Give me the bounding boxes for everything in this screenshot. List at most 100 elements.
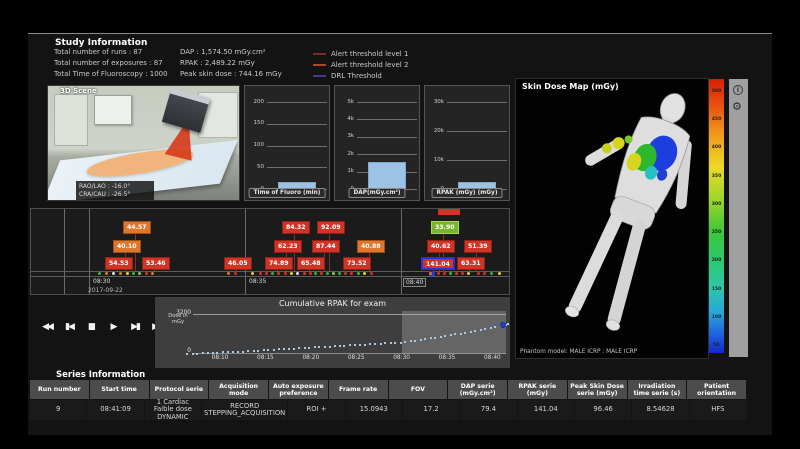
clipped-marker: [438, 209, 460, 215]
table-cell: 96.46: [574, 400, 632, 420]
run-dose-marker[interactable]: 65.48: [297, 257, 325, 270]
chart-topline: [193, 314, 506, 315]
event-dot: [284, 271, 287, 275]
run-dose-marker[interactable]: 73.52: [343, 257, 371, 270]
cumulative-x-tick: 08:30: [393, 355, 410, 361]
run-dose-marker[interactable]: 92.09: [317, 221, 345, 234]
axis-tick-label: 20k: [433, 127, 444, 134]
run-dose-marker[interactable]: 40.88: [357, 240, 385, 253]
step-back-button[interactable]: ▮◀: [60, 317, 78, 337]
skin-dose-map-title: Skin Dose Map (mGy): [522, 82, 619, 91]
event-dot: [265, 271, 268, 275]
cumulative-point: [303, 347, 306, 350]
gridline: [267, 145, 327, 147]
event-dot: [151, 271, 154, 275]
column-header: FOV: [388, 380, 448, 399]
cumulative-point: [241, 350, 244, 353]
step-forward-button[interactable]: ▶▮: [126, 317, 144, 337]
cumulative-x-tick: 08:15: [257, 355, 274, 361]
axis-tick-label: 2k: [347, 150, 354, 157]
run-dose-marker[interactable]: 141.04: [421, 257, 455, 270]
table-row[interactable]: 9 08:41:09 1 Cardiac Faible dose DYNAMIC RE…: [30, 398, 747, 421]
colorbar-tick: 100: [711, 314, 722, 320]
current-position-marker[interactable]: [499, 322, 506, 329]
cumulative-point: [464, 331, 467, 334]
pause-button[interactable]: ▮▮: [82, 317, 100, 337]
cumulative-point: [454, 333, 457, 336]
cumulative-point: [459, 332, 462, 335]
run-dose-marker[interactable]: 74.89: [265, 257, 293, 270]
chart-axis-label: RPAK (mGy) (mGy): [431, 188, 503, 198]
cumulative-point: [354, 344, 357, 347]
run-dose-marker[interactable]: 40.62: [427, 240, 455, 253]
run-dose-marker[interactable]: 87.44: [312, 240, 340, 253]
run-dose-marker[interactable]: 63.31: [457, 257, 485, 270]
cumulative-point: [484, 328, 487, 331]
gear-icon[interactable]: ⚙: [732, 100, 742, 113]
3d-scene-panel[interactable]: 3D Scene RAO/LAO : -16.0° CRA/CAU : -26.…: [47, 85, 240, 201]
rewind-button[interactable]: ◀◀: [38, 317, 56, 337]
info-icon[interactable]: i: [733, 85, 743, 95]
column-header: Acquisition mode: [209, 380, 268, 399]
column-header: Auto exposure preference: [269, 380, 328, 399]
event-dot: [105, 271, 108, 275]
mini-chart-2: 5k4k3k2k1k0DAP(mGy.cm²): [334, 85, 420, 201]
study-stat: Total Time of Fluoroscopy : 1000: [54, 70, 168, 78]
cumulative-point: [196, 352, 199, 355]
gridline: [267, 123, 327, 125]
legend-label: Alert threshold level 2: [331, 61, 409, 69]
event-dot: [455, 271, 458, 275]
run-dose-marker[interactable]: 54.53: [105, 257, 133, 270]
cumulative-point: [358, 343, 361, 346]
run-dose-marker[interactable]: 46.05: [224, 257, 252, 270]
colorbar-tick: 500: [711, 89, 722, 94]
event-dot: [271, 271, 274, 275]
gridline: [357, 119, 417, 121]
playback-controls: ◀◀▮◀▮▮▶▶▮▶▶: [38, 317, 166, 337]
cumulative-point: [394, 341, 397, 344]
event-dot: [132, 271, 135, 275]
event-dot: [461, 271, 464, 275]
column-header: Protocol serie: [149, 380, 209, 399]
run-dose-marker[interactable]: 62.23: [274, 240, 302, 253]
run-dose-marker[interactable]: 44.57: [123, 221, 151, 234]
event-dot: [320, 271, 323, 275]
cumulative-point: [333, 345, 336, 348]
event-dot: [437, 271, 440, 275]
run-dose-marker[interactable]: 33.90: [431, 221, 459, 234]
skin-dose-map-panel[interactable]: Skin Dose Map (mGy): [515, 78, 709, 359]
study-stat: DAP : 1,574.50 mGy.cm²: [180, 48, 266, 56]
cumulative-rpak-chart[interactable]: Cumulative RPAK for exam Dose in mGy 3200 0…: [155, 297, 510, 368]
colorbar-tick: 300: [711, 201, 722, 207]
run-dose-marker[interactable]: 51.39: [464, 240, 492, 253]
run-dose-marker[interactable]: 84.32: [282, 221, 310, 234]
series-info-table: Run number Start time Protocol serie Acquis…: [30, 380, 747, 421]
y-tick-max: 3200: [176, 310, 191, 316]
cumulative-point: [343, 344, 346, 347]
cumulative-point: [474, 330, 477, 333]
cumulative-point: [278, 348, 281, 351]
marker-stem: [117, 270, 118, 271]
run-timeline[interactable]: 08:30 08:35 08:40 2017-09-22 44.57 40.10 54.53…: [30, 208, 510, 295]
colorbar-tick: 50: [713, 343, 720, 348]
run-dose-marker[interactable]: 40.10: [113, 240, 141, 253]
legend-color-dash: [313, 75, 326, 77]
play-button[interactable]: ▶: [104, 317, 122, 337]
cumulative-point: [469, 330, 472, 333]
event-dot: [112, 271, 115, 275]
cumulative-point: [419, 338, 422, 341]
event-dot: [309, 271, 312, 275]
dose-colorbar: 500 450 400 350 300 250 200 150 100 50: [709, 79, 724, 353]
gridline: [357, 136, 417, 138]
threshold-legend: Alert threshold level 1 Alert threshold l…: [313, 50, 408, 80]
3d-scene-title: 3D Scene: [60, 87, 97, 95]
run-dose-marker[interactable]: 53.46: [142, 257, 170, 270]
table-header-row: Run number Start time Protocol serie Acquis…: [30, 380, 747, 399]
cumulative-x-tick: 08:40: [484, 355, 501, 361]
event-dot: [449, 271, 452, 275]
cumulative-point: [368, 343, 371, 346]
chart-axis-label: Time of Fluoro (min): [248, 188, 326, 198]
cumulative-point: [479, 329, 482, 332]
timeline-time-label: 08:30: [93, 278, 111, 285]
cumulative-point: [424, 338, 427, 341]
